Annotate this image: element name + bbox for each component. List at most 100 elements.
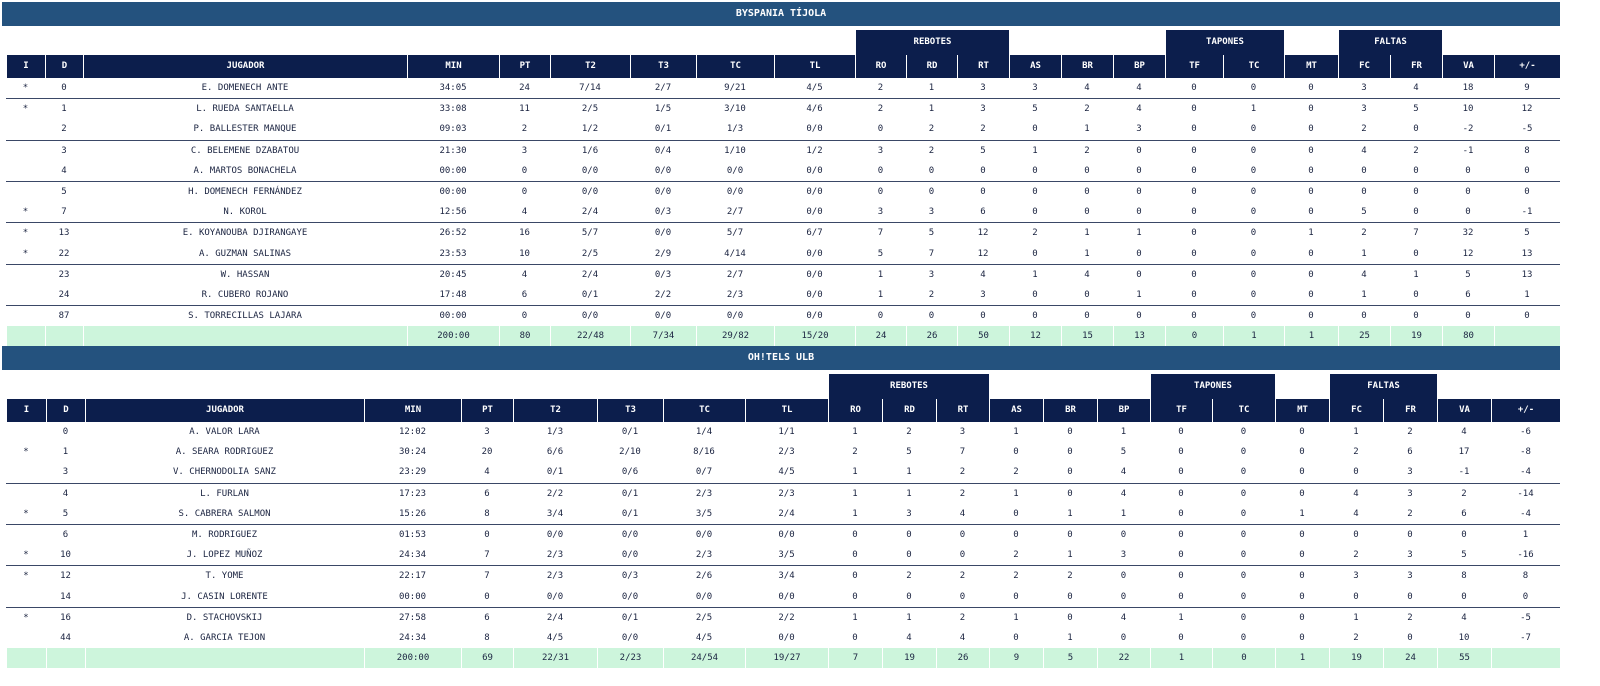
column-header: RT [936,399,989,422]
total-cell: 1 [1150,648,1212,669]
total-spacer [1494,326,1560,347]
total-cell: 19 [1329,648,1383,669]
stat-cell: * [22,228,29,239]
column-header: MIN [364,399,461,422]
column-header: VA [1442,55,1494,78]
stat-cell: N. KOROL [223,207,267,218]
column-header: BR [1061,55,1113,78]
total-spacer [1491,648,1560,669]
stat-cell: -1 [1521,207,1533,218]
stat-cell: 2 [906,571,912,582]
stat-cell: 2 [928,124,935,135]
total-cell: 5 [1043,648,1097,669]
stat-cell: 0 [1240,612,1247,623]
stat-cell: 0 [1299,529,1305,540]
stat-cell: 2/7 [726,269,744,280]
stat-cell: 1 [1013,427,1019,437]
stat-cell: 0 [1013,529,1019,540]
group-spacer [513,374,597,399]
stat-cell: 00:00 [439,165,467,176]
stat-cell: 0 [1308,269,1314,280]
stat-cell: 24 [519,83,530,93]
stat-cell: 2 [521,124,528,135]
stat-cell: 2 [959,467,966,478]
stat-cell: 0 [877,186,884,197]
stat-cell: 1/2 [806,145,823,156]
stat-cell: 4/6 [806,104,823,115]
column-header: AS [1009,55,1061,78]
player-row: 87 S. TORRECILLAS LAJARA 00:00 0 0/0 0/0 0/0 0/… [6,306,1560,326]
stat-cell: 3 [877,145,884,156]
stat-cell: 0 [1013,591,1019,602]
stat-cell: 12:56 [439,207,467,218]
group-spacer [83,30,407,55]
stat-cell: 12 [1462,248,1474,259]
stat-cell: 3 [62,467,69,478]
stat-cell: 2 [1013,571,1019,582]
player-row: 14 J. CASIN LORENTE 00:00 0 0/0 0/0 0/0 0/0 0 0 0 0… [6,587,1560,608]
stat-cell: 0 [1308,186,1314,197]
column-header: I [6,55,45,78]
stat-cell: 6 [1461,508,1467,519]
group-spacer [85,374,364,399]
stat-cell: 5 [928,228,935,239]
stat-cell: 0 [1013,508,1019,519]
stat-cell: 1 [1353,427,1359,437]
stat-cell: 0 [1191,165,1197,176]
stat-cell: 0 [1522,591,1529,602]
stat-cell: 12:02 [398,427,427,437]
stat-cell: 5/7 [581,228,599,239]
stat-cell: 5 [1361,207,1367,218]
stat-cell [6,265,45,285]
stat-cell: * [22,104,29,115]
column-header: AS [989,399,1043,422]
stat-cell: 0 [1299,571,1305,582]
stat-cell: 4 [1120,488,1127,499]
group-spacer [364,374,461,399]
stat-cell: 0 [484,591,490,602]
stat-cell: 3 [1407,550,1413,561]
group-spacer [6,30,45,55]
stat-cell: 2 [1353,447,1359,458]
stat-cell: 3 [521,145,528,156]
stat-cell: 0 [877,311,884,322]
stat-cell: 0 [1178,467,1184,478]
stat-cell: 0 [959,591,966,602]
stat-cell: 5 [61,186,67,197]
total-spacer [6,648,46,669]
stat-cell: 0 [1178,508,1184,519]
stat-cell: 2 [959,612,966,623]
stat-cell: 21:30 [439,145,467,156]
stat-cell: 00:00 [439,186,467,197]
stat-cell: 6/7 [806,228,823,239]
stat-cell: 0 [1308,124,1314,135]
stat-cell: 0 [1407,632,1413,643]
stat-cell: 17:23 [398,488,427,499]
team-section: OH!TELS ULB REBOTES TAPONES FALTAS I D JUGADOR… [2,346,1560,669]
stat-cell: 0 [1191,269,1197,280]
stat-cell: 0 [1465,165,1471,176]
stat-cell: 0 [1240,550,1247,561]
column-header: FC [1338,55,1390,78]
stat-cell: 5 [1465,269,1471,280]
stat-cell [6,161,45,181]
stat-cell: -5 [1521,124,1533,135]
stat-cell: 0 [1299,612,1305,623]
stat-cell: -1 [1462,145,1474,156]
column-header: FC [1329,399,1383,422]
team-title: OH!TELS ULB [2,346,1560,370]
total-cell: 13 [1113,326,1165,347]
stat-cell: 4 [1361,145,1367,156]
stat-cell: -8 [1520,447,1531,458]
player-row: 3 V. CHERNODOLIA SANZ 23:29 4 0/1 0/6 0/7 4/5 1 1… [6,462,1560,484]
stat-cell: 0 [1524,186,1530,197]
stat-cell: 0 [852,529,858,540]
total-cell: 7 [828,648,882,669]
stat-cell: 0 [1250,248,1257,259]
stat-cell: 0/0 [654,165,672,176]
column-header: TL [774,55,855,78]
stat-cell: 0 [928,186,935,197]
stat-cell: 0 [1308,289,1314,300]
stat-cell: 0/3 [621,571,639,582]
stat-cell: 3/5 [778,550,795,561]
